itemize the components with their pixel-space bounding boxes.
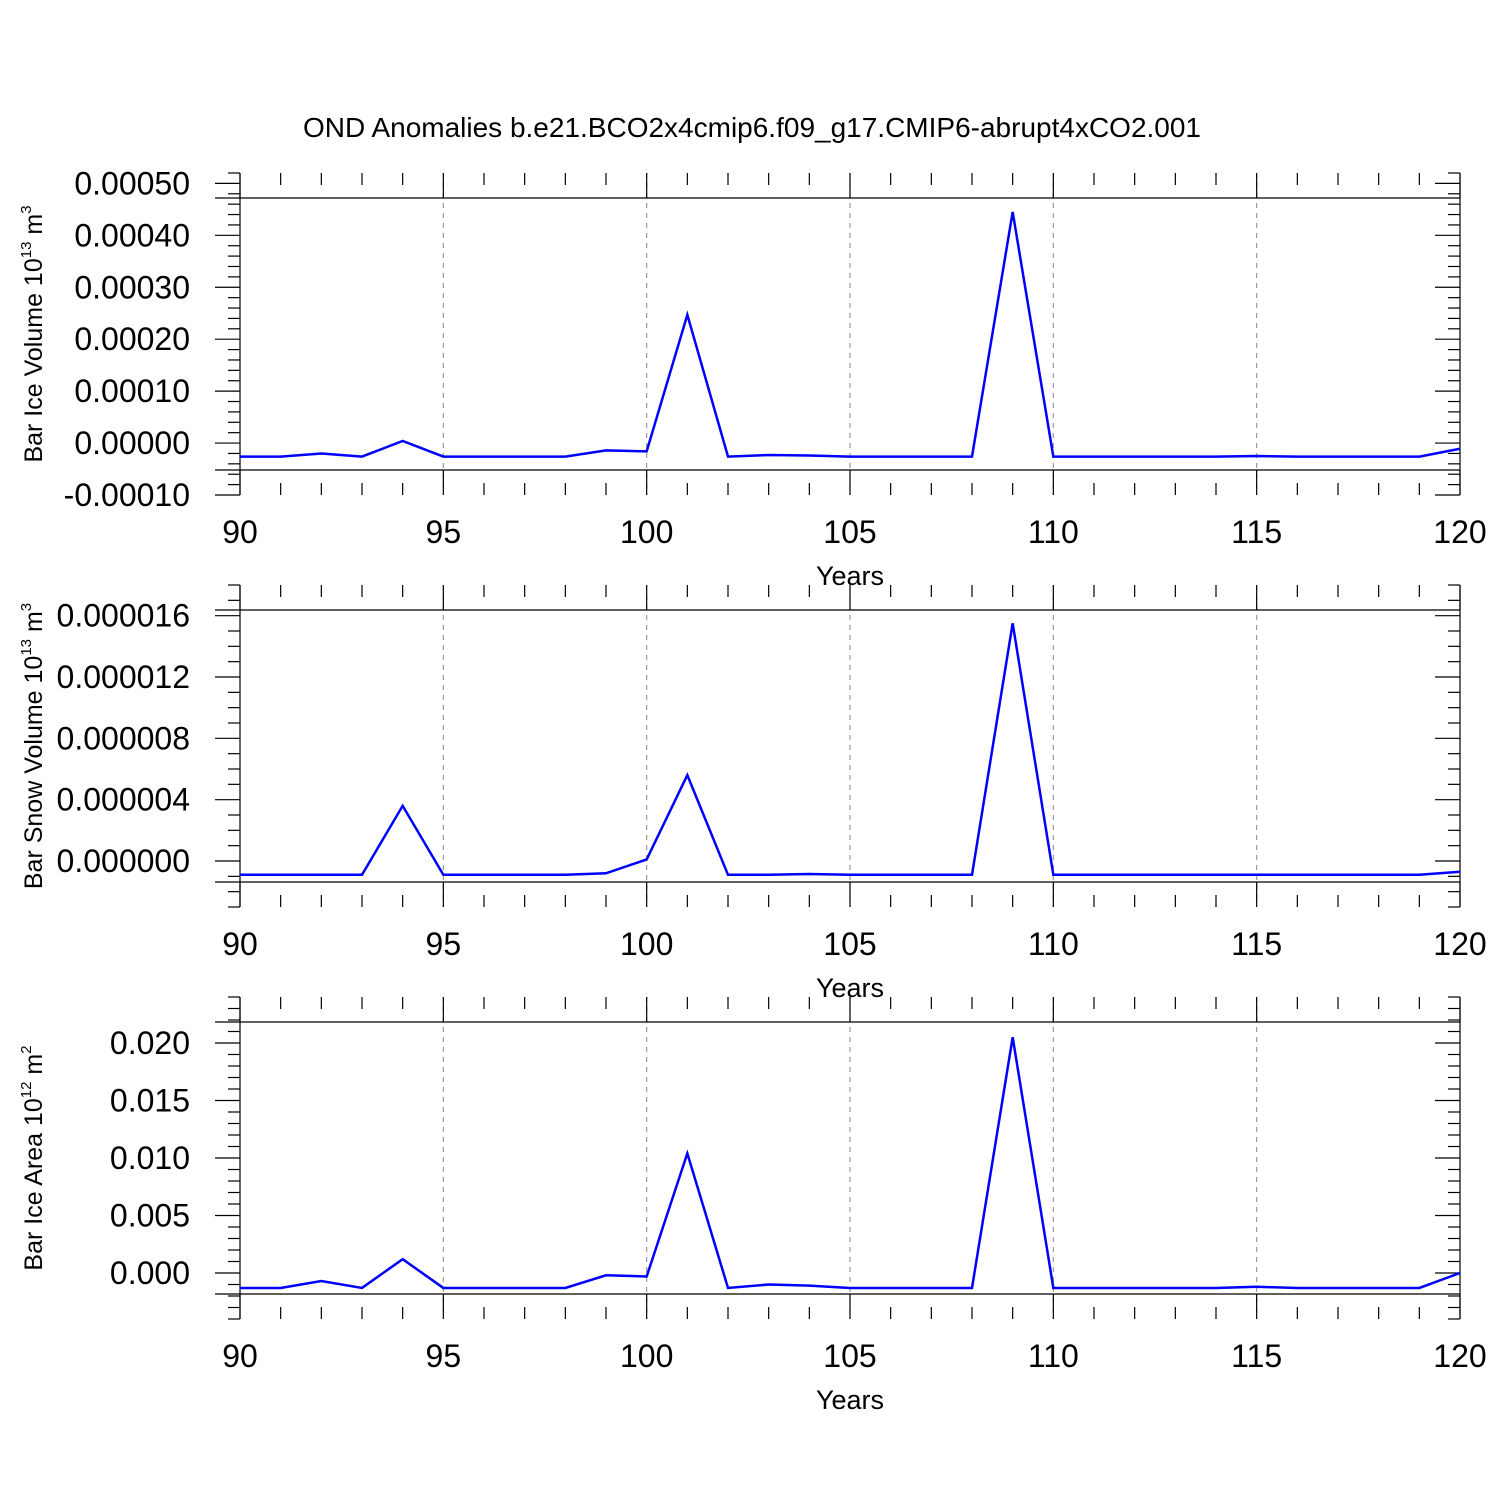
x-tick-label: 90 bbox=[222, 926, 258, 962]
y-axis-label-superscript: 3 bbox=[18, 205, 35, 213]
y-axis-label-superscript: 3 bbox=[18, 603, 35, 611]
y-axis-label-superscript: 13 bbox=[18, 242, 35, 259]
y-tick-label: 0.00010 bbox=[74, 373, 190, 409]
y-axis-label-text: Bar Ice Area 10 bbox=[20, 1098, 48, 1270]
x-tick-label: 95 bbox=[426, 926, 462, 962]
y-tick-label: 0.00030 bbox=[74, 269, 190, 305]
y-axis-label-text: m bbox=[20, 214, 48, 242]
x-tick-label: 110 bbox=[1028, 926, 1079, 962]
chart-panel-1: -0.00010 0.00000 0.00010 0.00020 0.00030 0.00… bbox=[18, 165, 1487, 591]
y-tick-label: 0.010 bbox=[110, 1140, 190, 1176]
y-axis-label: Bar Snow Volume 1013 m3 bbox=[18, 603, 48, 889]
y-tick-label: -0.00010 bbox=[64, 477, 190, 513]
y-tick-label: 0.000000 bbox=[57, 843, 190, 879]
y-axis-label-superscript: 12 bbox=[18, 1082, 35, 1099]
y-tick-label: 0.00050 bbox=[74, 165, 190, 201]
x-tick-label: 100 bbox=[620, 1338, 673, 1374]
x-tick-label: 95 bbox=[426, 1338, 462, 1374]
x-tick-label: 110 bbox=[1028, 514, 1079, 550]
y-axis-label-text: m bbox=[20, 611, 48, 639]
y-tick-label: 0.005 bbox=[110, 1198, 190, 1234]
chart-panel-2: 0.000000 0.000004 0.000008 0.000012 0.000016… bbox=[18, 584, 1487, 1003]
y-tick-label: 0.000004 bbox=[57, 782, 190, 818]
x-tick-label: 90 bbox=[222, 514, 258, 550]
x-tick-label: 105 bbox=[823, 514, 876, 550]
y-axis-label: Bar Ice Volume 1013 m3 bbox=[18, 205, 48, 462]
y-axis-label-superscript: 13 bbox=[18, 639, 35, 656]
y-tick-label: 0.000016 bbox=[57, 598, 190, 634]
y-tick-label: 0.020 bbox=[110, 1025, 190, 1061]
y-tick-label: 0.00040 bbox=[74, 217, 190, 253]
x-tick-label: 95 bbox=[426, 514, 462, 550]
x-tick-label: 120 bbox=[1433, 514, 1486, 550]
x-tick-label: 105 bbox=[823, 926, 876, 962]
x-tick-label: 110 bbox=[1028, 1338, 1079, 1374]
y-axis-label-text: Bar Ice Volume 10 bbox=[20, 258, 48, 462]
x-tick-label: 115 bbox=[1231, 1338, 1282, 1374]
y-tick-label: 0.015 bbox=[110, 1083, 190, 1119]
x-tick-label: 90 bbox=[222, 1338, 258, 1374]
x-tick-label: 100 bbox=[620, 514, 673, 550]
x-tick-label: 120 bbox=[1433, 926, 1486, 962]
y-axis-label: Bar Ice Area 1012 m2 bbox=[18, 1045, 48, 1270]
y-axis-label-text: Bar Snow Volume 10 bbox=[20, 656, 48, 889]
y-tick-label: 0.00020 bbox=[74, 321, 190, 357]
x-tick-label: 120 bbox=[1433, 1338, 1486, 1374]
x-tick-label: 100 bbox=[620, 926, 673, 962]
y-tick-label: 0.00000 bbox=[74, 425, 190, 461]
figure-title: OND Anomalies b.e21.BCO2x4cmip6.f09_g17.… bbox=[303, 112, 1201, 143]
y-tick-label: 0.000 bbox=[110, 1255, 190, 1291]
chart-panel-3: 0.000 0.005 0.010 0.015 0.020 90 95 100 105 110 11… bbox=[18, 996, 1487, 1415]
y-axis-label-text: m bbox=[20, 1054, 48, 1082]
x-tick-label: 105 bbox=[823, 1338, 876, 1374]
x-axis-label: Years bbox=[816, 1385, 884, 1415]
panels: -0.00010 0.00000 0.00010 0.00020 0.00030 0.00… bbox=[18, 165, 1487, 1415]
x-tick-label: 115 bbox=[1231, 514, 1282, 550]
y-axis-label-superscript: 2 bbox=[18, 1045, 35, 1053]
x-tick-label: 115 bbox=[1231, 926, 1282, 962]
y-tick-label: 0.000008 bbox=[57, 720, 190, 756]
y-tick-label: 0.000012 bbox=[57, 659, 190, 695]
